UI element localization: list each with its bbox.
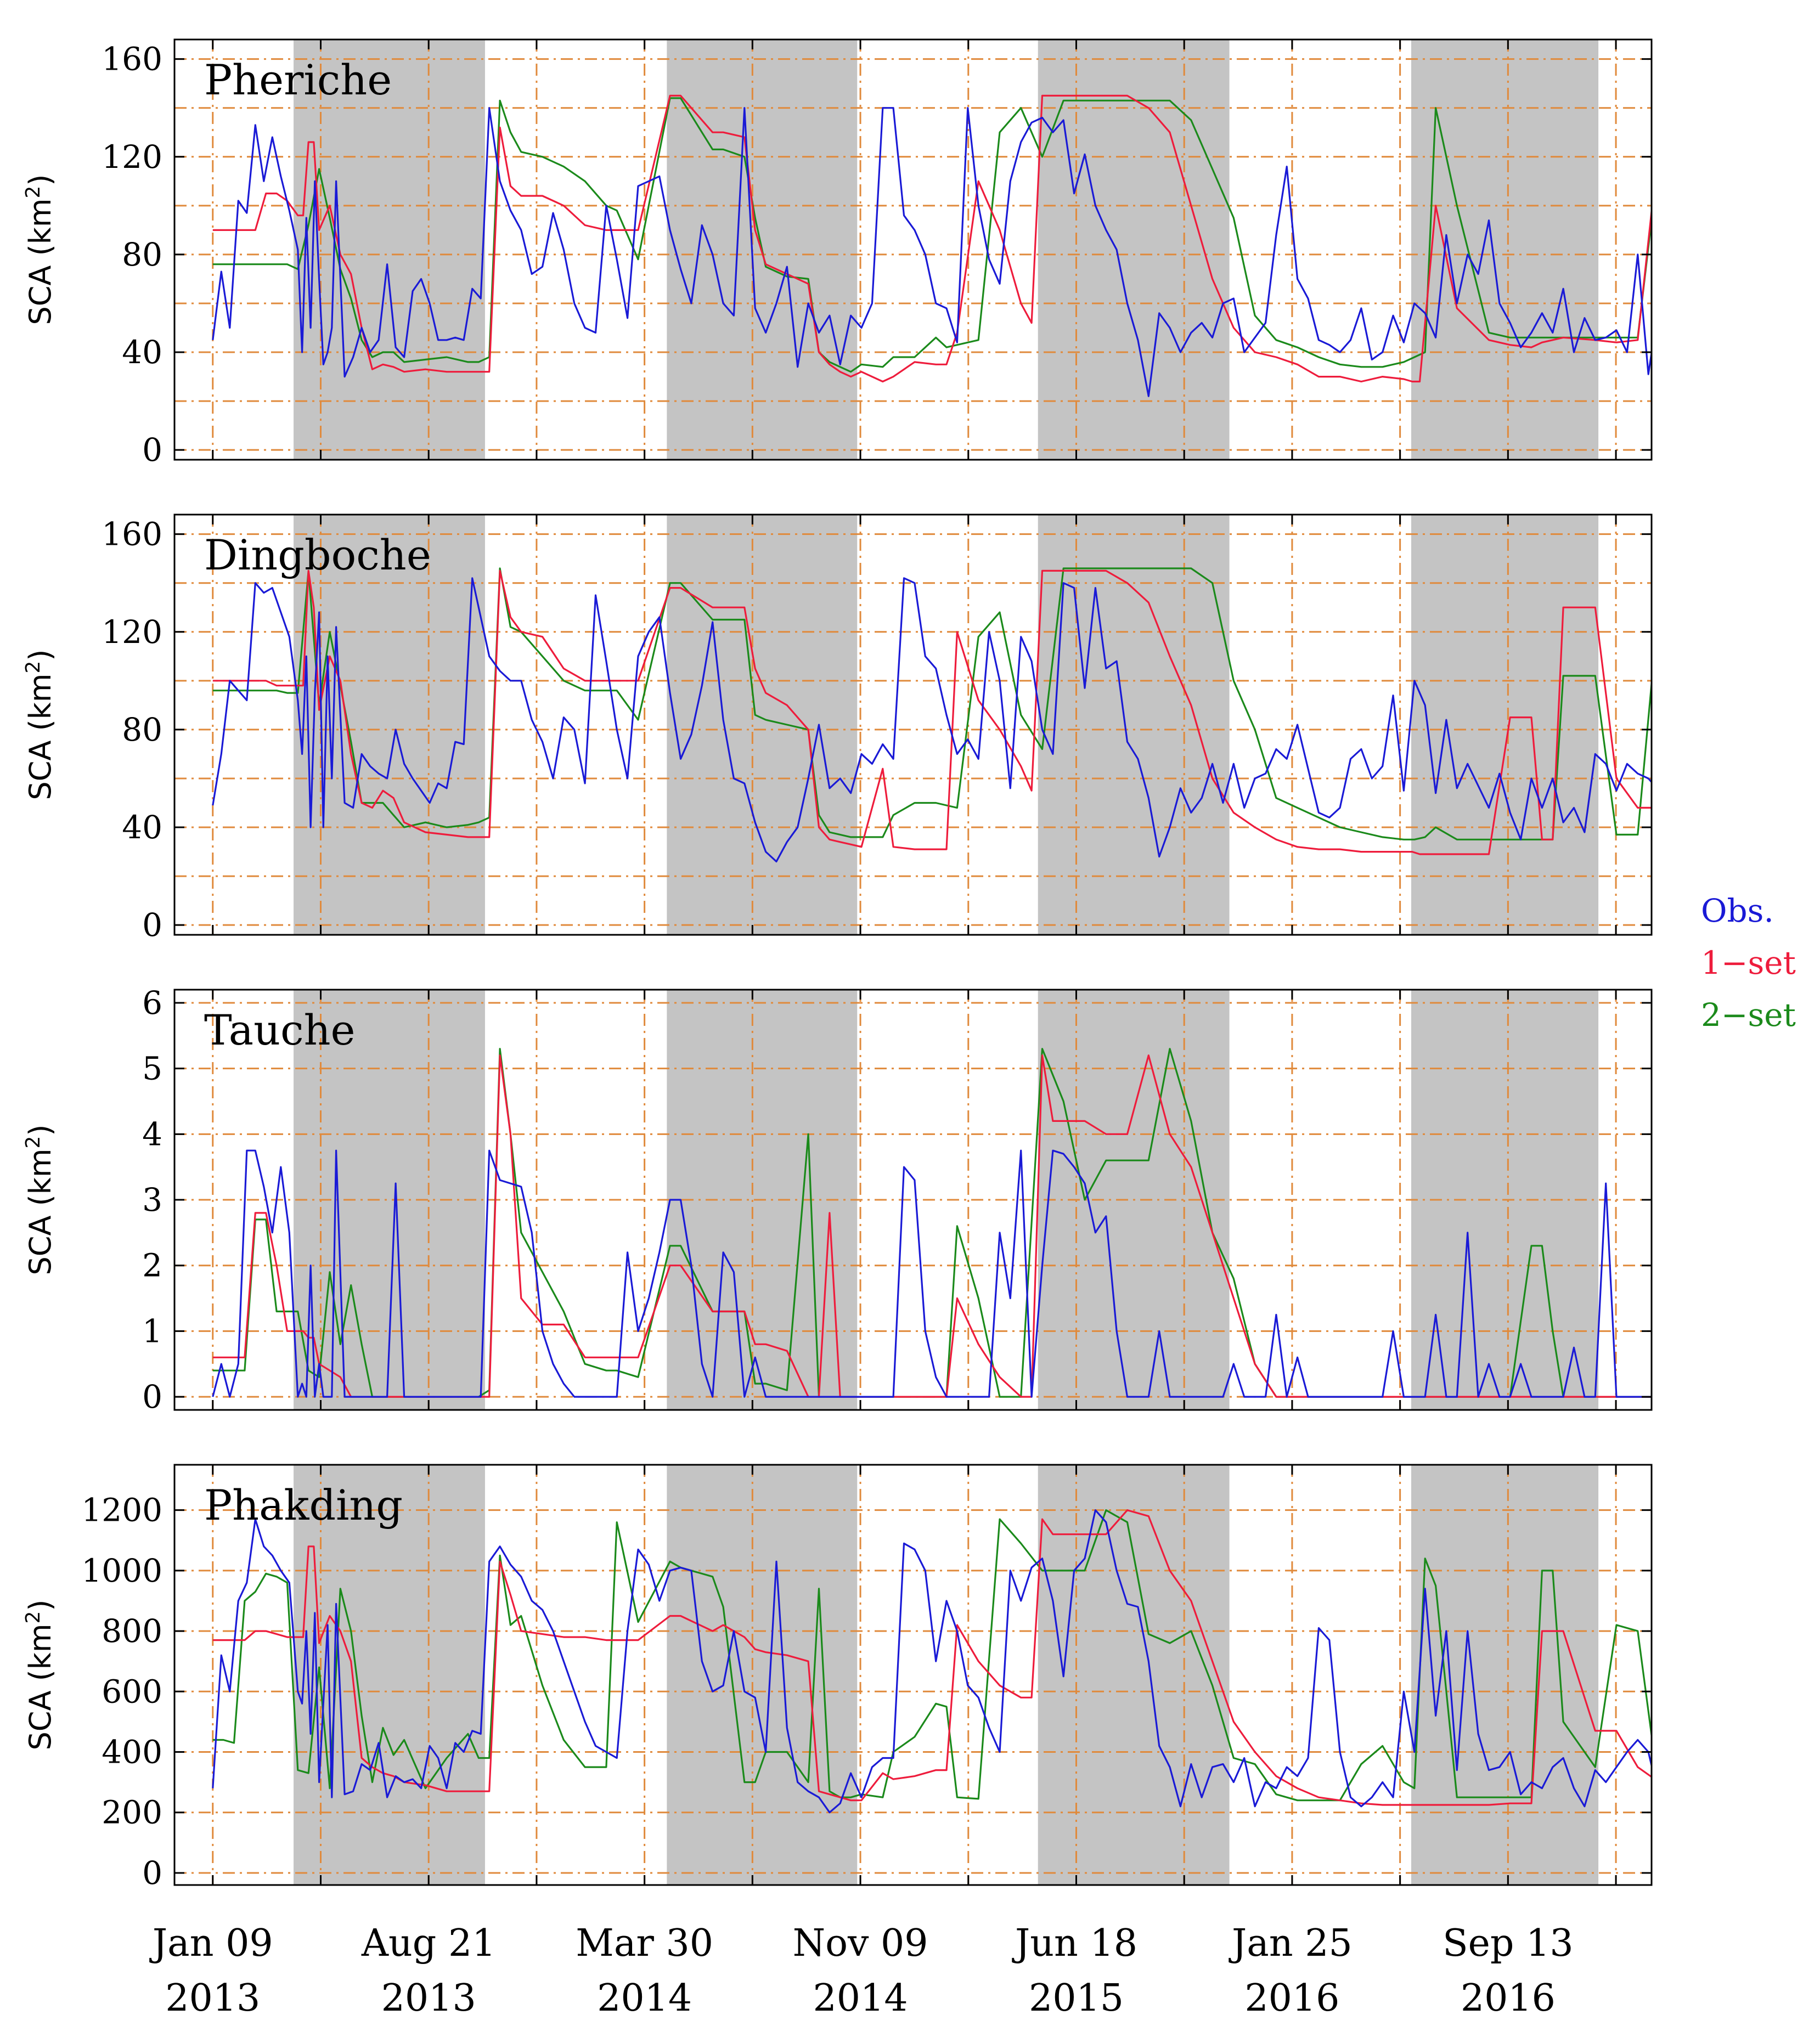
series-obs <box>212 107 1652 397</box>
x-tick-label-year: 2016 <box>1461 1977 1556 2020</box>
y-axis-label-close: ) <box>23 1599 58 1611</box>
x-tick-label-date: Jan 25 <box>1229 1922 1353 1965</box>
y-axis-label: SCA (km2) <box>22 1124 58 1275</box>
y-tick-label: 40 <box>122 809 162 846</box>
x-tick-label-year: 2013 <box>165 1977 260 2020</box>
x-tick-label-date: Jun 18 <box>1012 1922 1137 1965</box>
x-tick-label-year: 2014 <box>813 1977 908 2020</box>
shaded-period <box>667 1465 858 1885</box>
series-set1 <box>212 1509 1652 1806</box>
y-axis-label: SCA (km2) <box>22 1599 58 1750</box>
y-tick-label: 1200 <box>81 1492 162 1529</box>
x-tick-label-date: Nov 09 <box>793 1922 928 1965</box>
x-tick-label-year: 2014 <box>597 1977 692 2020</box>
series-set1 <box>212 569 1652 855</box>
y-axis-label-text: SCA (km <box>23 198 58 325</box>
y-tick-label: 4 <box>142 1115 162 1153</box>
y-axis-label-text: SCA (km <box>23 673 58 800</box>
y-tick-label: 160 <box>102 516 162 553</box>
x-tick-label-date: Mar 30 <box>576 1922 713 1965</box>
series-set2 <box>212 1509 1652 1802</box>
y-axis-label-close: ) <box>23 1124 58 1136</box>
series-set1 <box>212 94 1652 383</box>
y-axis-label-close: ) <box>23 649 58 661</box>
plot-frame <box>173 38 1653 461</box>
y-tick-label: 0 <box>142 1854 162 1892</box>
shaded-period <box>294 39 485 460</box>
y-tick-label: 600 <box>102 1673 162 1710</box>
x-axis: Jan 09 2013 Aug 21 2013 Mar 30 2014 Nov 09 2014… <box>149 1922 1574 2020</box>
plot-frame <box>173 513 1653 936</box>
panel-title: Pheriche <box>204 55 392 104</box>
shaded-period <box>1038 515 1230 935</box>
y-tick-label: 80 <box>122 711 162 748</box>
x-tick-label-date: Sep 13 <box>1443 1922 1574 1965</box>
y-axis-label-sup: 2 <box>22 1136 44 1149</box>
y-tick-label: 2 <box>142 1247 162 1284</box>
y-axis-label-sup: 2 <box>22 186 44 199</box>
y-axis-label: SCA (km2) <box>22 174 58 325</box>
y-tick-label: 0 <box>142 431 162 469</box>
panel-dingboche: 0 40 80 120 160 Dingboche SCA (km2) <box>22 513 1653 944</box>
series-obs <box>212 577 1652 863</box>
series-obs <box>212 1149 1652 1398</box>
shaded-period <box>667 515 858 935</box>
x-tick-label-date: Aug 21 <box>361 1922 496 1965</box>
shaded-period <box>1411 39 1599 460</box>
y-tick-label: 1 <box>142 1312 162 1350</box>
y-tick-label: 5 <box>142 1050 162 1087</box>
x-tick-label-date: Jan 09 <box>149 1922 273 1965</box>
legend-2set: 2−set <box>1701 996 1796 1034</box>
y-tick-label: 1000 <box>81 1552 162 1589</box>
x-tick-label-year: 2013 <box>381 1977 476 2020</box>
x-tick-label-year: 2015 <box>1029 1977 1124 2020</box>
y-axis-label-text: SCA (km <box>23 1148 58 1275</box>
y-tick-label: 0 <box>142 1378 162 1415</box>
y-axis-label-text: SCA (km <box>23 1623 58 1750</box>
panel-phakding: 0 200 400 600 800 1000 1200 Phakding SCA (km2) <box>22 1464 1653 1892</box>
y-tick-label: 160 <box>102 41 162 78</box>
y-axis-label-sup: 2 <box>22 1611 44 1624</box>
y-tick-label: 3 <box>142 1181 162 1218</box>
y-tick-label: 200 <box>102 1794 162 1831</box>
legend-obs: Obs. <box>1701 892 1774 929</box>
y-tick-label: 6 <box>142 984 162 1021</box>
panel-title: Phakding <box>204 1481 403 1530</box>
y-tick-label: 40 <box>122 334 162 371</box>
series-obs <box>212 1509 1652 1814</box>
y-tick-label: 120 <box>102 613 162 651</box>
y-tick-label: 120 <box>102 138 162 176</box>
shaded-period <box>1038 39 1230 460</box>
panel-title: Dingboche <box>204 530 431 579</box>
shaded-period <box>1038 1465 1230 1885</box>
plot-frame <box>173 1464 1653 1886</box>
legend: Obs. 1−set 2−set <box>1701 892 1796 1034</box>
shaded-period <box>1411 515 1599 935</box>
y-axis-label-close: ) <box>23 174 58 185</box>
panel-title: Tauche <box>204 1006 356 1054</box>
y-tick-label: 80 <box>122 236 162 273</box>
series-set2 <box>212 567 1652 840</box>
y-tick-label: 400 <box>102 1734 162 1771</box>
panel-pheriche: 0 40 80 120 160 Pheriche SCA (km2) <box>22 38 1653 469</box>
y-axis-label: SCA (km2) <box>22 649 58 800</box>
legend-1set: 1−set <box>1701 944 1796 981</box>
x-tick-label-year: 2016 <box>1244 1977 1339 2020</box>
y-tick-label: 800 <box>102 1612 162 1650</box>
shaded-period <box>1411 1465 1599 1885</box>
y-tick-label: 0 <box>142 906 162 944</box>
y-axis-label-sup: 2 <box>22 661 44 674</box>
